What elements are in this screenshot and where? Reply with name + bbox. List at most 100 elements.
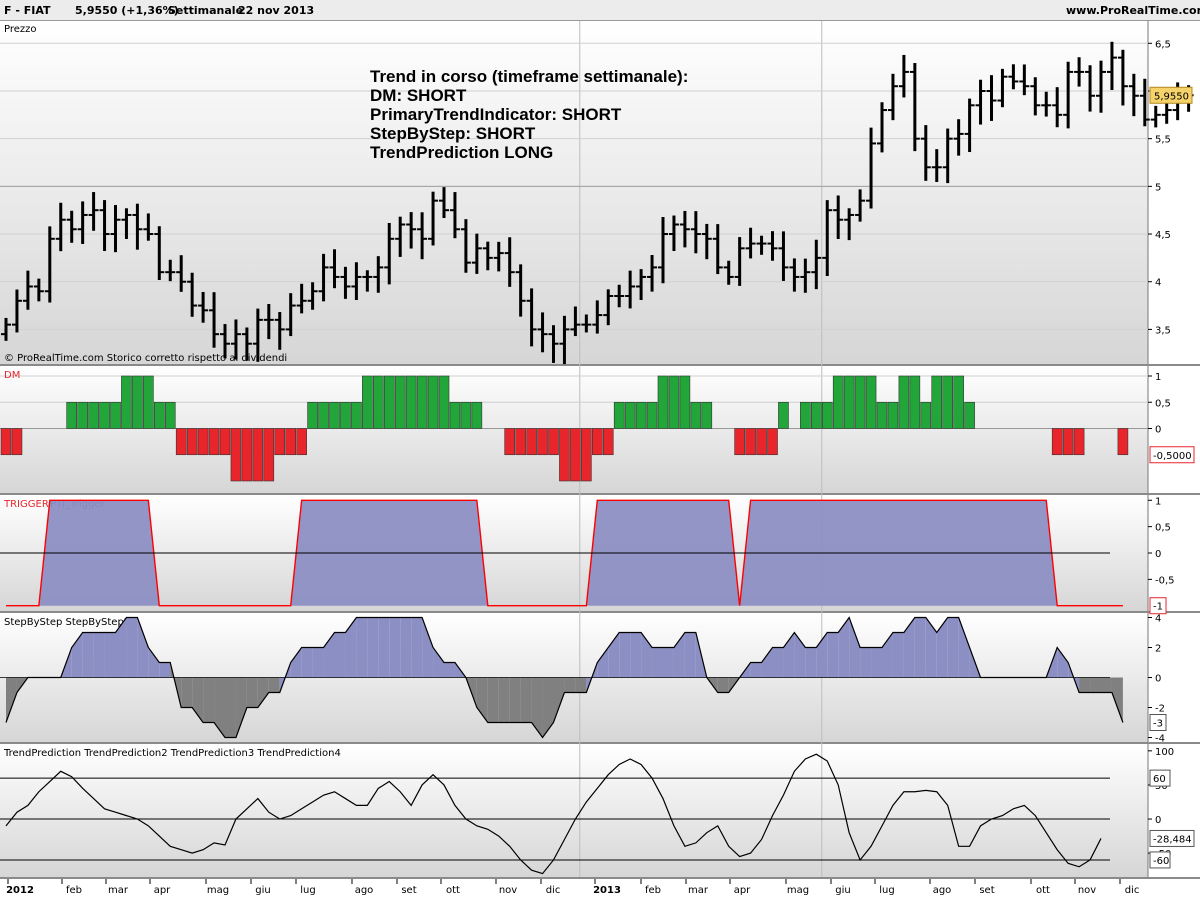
dm-bar-positive [832, 375, 844, 429]
dm-bar-positive [132, 375, 143, 429]
dm-bar-negative [219, 428, 231, 456]
dm-bar-positive [800, 401, 811, 429]
stepbystep-area-segment [498, 677, 510, 723]
trigger-line [6, 499, 1123, 607]
price-pane-title: Prezzo [4, 24, 37, 35]
dm-bar-negative [208, 428, 220, 456]
stepbystep-area-segment [367, 617, 379, 678]
stepbystep-area-segment [225, 677, 236, 738]
x-axis-label: dic [546, 885, 561, 896]
dm-bar-positive [394, 375, 406, 429]
dm-bar-negative [1117, 428, 1129, 456]
stepbystep-area-segment [389, 617, 401, 678]
x-axis-label: apr [734, 885, 751, 896]
stepbystep-area-segment [312, 647, 324, 678]
dm-bar-positive [383, 375, 395, 429]
dm-bar-positive [920, 401, 932, 429]
trigger-tick-label: 0 [1155, 549, 1161, 560]
x-axis-label: feb [66, 885, 82, 896]
step-tick-label: 2 [1155, 644, 1161, 655]
dm-bar-positive [416, 375, 428, 429]
stepbystep-area-segment [1111, 677, 1123, 723]
stepbystep-area-segment [783, 632, 795, 678]
stepbystep-area-segment [181, 677, 193, 708]
stepbystep-area-segment [301, 647, 313, 678]
x-axis-label: feb [645, 885, 661, 896]
stepbystep-area-segment [958, 617, 970, 678]
dm-last-value-tag [1149, 446, 1195, 464]
price-tick-label: 6,5 [1155, 39, 1171, 50]
stepbystep-area-segment [148, 647, 160, 678]
stepbystep-area-segment [115, 617, 127, 678]
dm-bar-positive [143, 375, 154, 429]
trend-annotation-line: Trend in corso (timeframe settimanale): [370, 67, 688, 86]
stepbystep-area-segment [520, 677, 532, 723]
dm-tick-label: 0,5 [1155, 398, 1171, 409]
x-axis-label: mag [787, 885, 809, 896]
step-tick-label: -2 [1155, 704, 1165, 715]
stepbystep-area-segment [6, 677, 17, 723]
trend-tick-label: 100 [1155, 747, 1174, 758]
stepbystep-area-segment [673, 632, 685, 678]
trigger-pane-axis [1148, 495, 1200, 611]
dm-bar-positive [942, 375, 954, 429]
dm-bar-negative [230, 428, 242, 482]
header-bar: F - FIAT 5,9550 (+1,36%) Settimanale 22 … [0, 0, 1200, 21]
stepbystep-area-segment [849, 617, 861, 678]
dm-bar-positive [449, 401, 461, 429]
dm-tick-label: 0 [1155, 425, 1161, 436]
stepbystep-area-segment [630, 632, 642, 678]
last-price-tag [1149, 86, 1193, 104]
trigger-last-value-label: -1 [1153, 602, 1163, 613]
x-axis-strip [0, 879, 1200, 900]
stepbystep-area-segment [334, 632, 346, 678]
stepbystep-area-segment [323, 632, 335, 678]
dm-bar-positive [438, 375, 450, 429]
dm-pane-title: DM [4, 370, 20, 381]
x-axis-label: dic [1125, 885, 1140, 896]
stepbystep-area-segment [838, 617, 850, 678]
dm-bar-negative [252, 428, 264, 482]
stepbystep-area-segment [290, 647, 302, 678]
dm-bar-negative [285, 428, 297, 456]
dm-bar-positive [99, 401, 110, 429]
dm-bar-negative [1051, 428, 1063, 456]
x-axis-label: lug [300, 885, 315, 896]
dm-bar-negative [296, 428, 307, 456]
dm-bar-positive [657, 375, 669, 429]
dm-bar-positive [427, 375, 439, 429]
dm-bar-negative [241, 428, 253, 482]
stepbystep-area-segment [476, 677, 488, 723]
dm-bar-positive [876, 401, 888, 429]
trigger-tick-label: 0,5 [1155, 523, 1171, 534]
stepbystep-area-segment [608, 632, 620, 678]
trend-tick-label: 0 [1155, 815, 1161, 826]
stepbystep-area-segment [104, 632, 116, 678]
dm-bar-negative [559, 428, 570, 482]
stepbystep-last-value-tag [1149, 714, 1167, 731]
trend-annotation-line: StepByStep: SHORT [370, 124, 536, 143]
dm-bar-positive [340, 401, 351, 429]
trend-level-label: -60 [1153, 856, 1169, 867]
dm-bar-positive [964, 401, 975, 429]
price-tick-label: 5 [1155, 182, 1161, 193]
dm-bar-positive [679, 375, 691, 429]
dm-bar-positive [329, 401, 340, 429]
stepbystep-area-segment [903, 617, 915, 678]
dm-bar-negative [197, 428, 209, 456]
dm-bar-positive [624, 401, 636, 429]
stepbystep-area-segment [82, 632, 94, 678]
stepbystep-area-segment [805, 647, 817, 678]
dm-bar-positive [613, 401, 625, 429]
site-label: www.ProRealTime.com [1066, 4, 1200, 17]
x-axis-label: ott [1036, 885, 1050, 896]
stepbystep-area-segment [652, 647, 663, 678]
stepbystep-area-segment [827, 632, 839, 678]
x-axis-label: lug [879, 885, 894, 896]
stepbystep-area-segment [761, 647, 773, 678]
trigger-tick-label: -0,5 [1155, 575, 1175, 586]
dm-bar-positive [865, 375, 877, 429]
dm-bar-negative [504, 428, 516, 456]
